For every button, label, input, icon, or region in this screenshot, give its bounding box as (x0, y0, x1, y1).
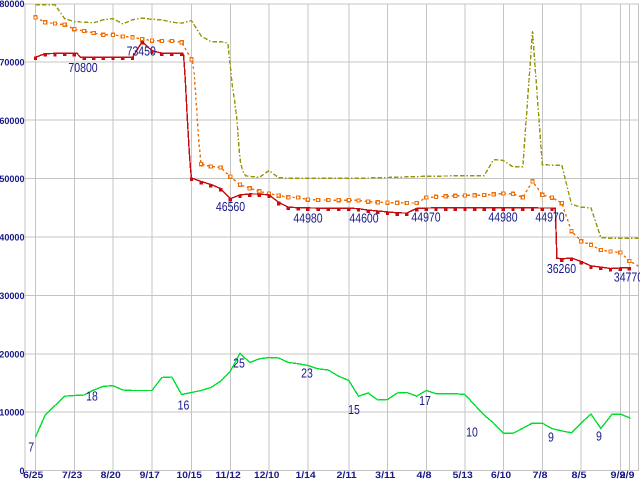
svg-text:70800: 70800 (68, 60, 97, 75)
svg-text:20000: 20000 (0, 349, 24, 359)
svg-text:9: 9 (548, 430, 554, 445)
svg-text:9/9: 9/9 (620, 470, 635, 480)
svg-text:4/8: 4/8 (417, 470, 432, 480)
svg-text:44600: 44600 (349, 211, 378, 226)
svg-text:18: 18 (86, 388, 98, 403)
svg-text:10/15: 10/15 (177, 470, 202, 480)
svg-text:7: 7 (28, 439, 34, 454)
svg-text:70000: 70000 (0, 58, 25, 68)
svg-text:44970: 44970 (535, 210, 564, 225)
svg-text:16: 16 (178, 397, 190, 412)
svg-text:6/10: 6/10 (491, 470, 511, 480)
svg-text:8/20: 8/20 (101, 470, 121, 480)
svg-text:44980: 44980 (488, 210, 517, 225)
svg-text:9/2: 9/2 (611, 470, 626, 480)
svg-text:7/23: 7/23 (62, 470, 82, 480)
svg-text:50000: 50000 (0, 174, 25, 184)
svg-text:36260: 36260 (547, 261, 576, 276)
svg-text:73450: 73450 (127, 43, 156, 58)
svg-text:9: 9 (596, 429, 602, 444)
svg-text:34770: 34770 (614, 270, 640, 285)
svg-text:8/5: 8/5 (571, 470, 586, 480)
svg-text:12/10: 12/10 (254, 470, 279, 480)
svg-text:9/17: 9/17 (140, 470, 160, 480)
svg-text:60000: 60000 (0, 116, 25, 126)
svg-text:25: 25 (233, 355, 245, 370)
svg-text:3/11: 3/11 (375, 470, 395, 480)
svg-text:46560: 46560 (216, 199, 245, 214)
svg-text:17: 17 (419, 393, 431, 408)
svg-text:6/25: 6/25 (23, 470, 43, 480)
svg-text:80000: 80000 (0, 0, 25, 9)
svg-text:40000: 40000 (0, 233, 25, 243)
svg-text:30000: 30000 (0, 291, 24, 301)
svg-text:5/13: 5/13 (453, 470, 473, 480)
svg-text:44980: 44980 (293, 210, 322, 225)
svg-text:7/8: 7/8 (533, 470, 548, 480)
svg-text:0: 0 (19, 466, 24, 476)
svg-text:23: 23 (301, 365, 313, 380)
svg-text:10: 10 (466, 425, 478, 440)
svg-text:15: 15 (348, 402, 360, 417)
svg-text:10000: 10000 (0, 408, 24, 418)
svg-text:11/12: 11/12 (215, 470, 240, 480)
svg-text:44970: 44970 (411, 210, 440, 225)
svg-text:1/14: 1/14 (295, 470, 316, 480)
svg-text:2/11: 2/11 (336, 470, 356, 480)
